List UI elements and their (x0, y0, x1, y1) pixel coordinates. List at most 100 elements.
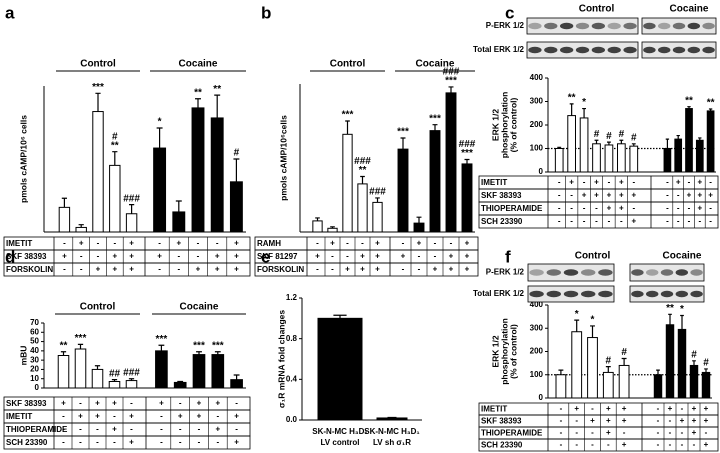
table-cell: + (129, 412, 134, 421)
panel-letter: b (261, 3, 271, 22)
bar (191, 107, 205, 233)
table-cell: + (234, 438, 239, 447)
group-label: Control (579, 4, 615, 15)
table-cell: - (570, 204, 573, 213)
error-bar (464, 158, 470, 164)
table-cell: + (215, 265, 220, 274)
table-cell: - (80, 252, 83, 261)
table-cell: - (677, 191, 680, 200)
table-cell: - (657, 404, 660, 413)
bar (153, 147, 167, 233)
table-cell: - (63, 265, 66, 274)
table-cell: - (709, 217, 712, 226)
table-cell: - (688, 178, 691, 187)
table-row-label: THIOPERAMIDE (6, 425, 68, 434)
error-bar (233, 374, 240, 380)
error-bar (416, 216, 422, 224)
blot-band (672, 22, 686, 30)
significance-mark: # (606, 355, 612, 366)
table-cell: - (63, 239, 66, 248)
table-cell: + (176, 239, 181, 248)
table-cell: - (558, 191, 561, 200)
table-cell: + (680, 416, 685, 425)
bar (57, 355, 70, 389)
significance-mark: ** (666, 303, 674, 314)
error-bar (569, 103, 574, 116)
blot-band (591, 46, 606, 54)
significance-mark: *** (429, 113, 441, 124)
table-cell: + (157, 252, 162, 261)
table-cell: + (112, 425, 117, 434)
error-bar (594, 139, 599, 144)
table-cell: - (418, 265, 421, 274)
table-cell: + (622, 440, 627, 449)
bar (665, 324, 675, 399)
y-tick-label: 100 (530, 370, 544, 379)
blot-band (631, 290, 644, 298)
blot-band (687, 46, 701, 54)
blot-band (660, 269, 674, 276)
blot-band (660, 290, 674, 298)
significance-mark: *** (342, 110, 354, 121)
error-bar (128, 204, 135, 214)
bar (210, 117, 224, 233)
table-cell: + (79, 239, 84, 248)
bar (445, 92, 457, 233)
significance-mark: * (158, 117, 162, 128)
table-row (478, 438, 719, 452)
error-bar (692, 360, 696, 366)
significance-mark: ### (369, 187, 386, 198)
table-cell: + (129, 252, 134, 261)
error-bar (60, 351, 67, 356)
table-cell: - (591, 404, 594, 413)
y-axis-label: phosphorylation (499, 92, 509, 159)
table-cell: + (375, 265, 380, 274)
blot-band (645, 290, 659, 298)
table-cell: - (669, 428, 672, 437)
table-cell: - (560, 440, 563, 449)
table-cell: + (129, 265, 134, 274)
significance-mark: # (112, 131, 118, 142)
blot-label: P-ERK 1/2 (486, 268, 525, 277)
table-cell: + (315, 252, 320, 261)
significance-mark: ** (685, 95, 693, 106)
table-cell: - (113, 239, 116, 248)
group-label: Control (80, 59, 116, 70)
error-bar (680, 314, 684, 330)
table-cell: - (113, 438, 116, 447)
table-cell: - (197, 252, 200, 261)
table-cell: + (606, 416, 611, 425)
y-tick-label: 40 (30, 346, 39, 355)
error-bar (582, 107, 586, 118)
table-cell: - (197, 239, 200, 248)
table-cell: + (234, 239, 239, 248)
significance-mark: ### (123, 367, 140, 378)
bar (173, 381, 187, 389)
table-cell: - (595, 204, 598, 213)
table-cell: + (433, 265, 438, 274)
table-cell: - (560, 428, 563, 437)
error-bar (77, 343, 84, 349)
table-cell: - (575, 440, 578, 449)
y-axis-label: (% of control) (508, 97, 518, 152)
table-cell: - (575, 416, 578, 425)
y-axis-label: σ₁R mRNA fold changes (276, 310, 286, 409)
group-label: Cocaine (179, 59, 218, 70)
table-row-label: IMETIT (6, 239, 32, 248)
table-cell: - (160, 438, 163, 447)
y-tick-label: 60 (30, 327, 39, 336)
table-cell: - (677, 204, 680, 213)
y-tick-label: 200 (530, 347, 544, 356)
table-cell: - (583, 204, 586, 213)
table-cell: + (590, 416, 595, 425)
table-cell: - (669, 416, 672, 425)
table-cell: - (216, 239, 219, 248)
blot-band (546, 290, 562, 298)
significance-mark: # (621, 347, 627, 358)
y-axis-label: mBU (18, 346, 28, 366)
table-cell: - (450, 239, 453, 248)
y-axis-label: ERK 1/2 (490, 109, 500, 141)
table-cell: - (216, 412, 219, 421)
table-cell: - (331, 265, 334, 274)
table-cell: + (704, 416, 709, 425)
